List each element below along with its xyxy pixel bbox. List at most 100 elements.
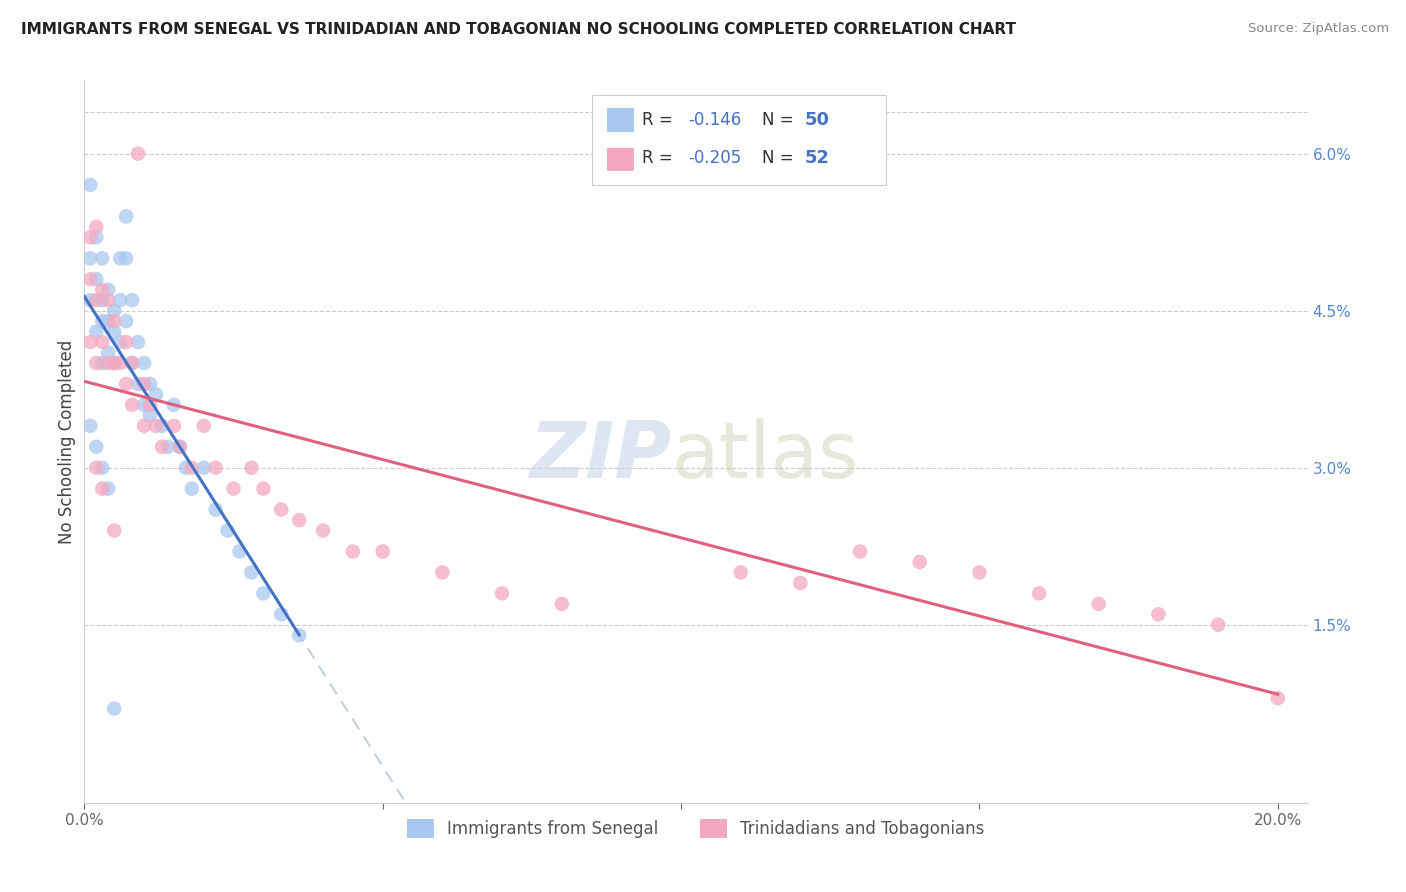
Point — [79, 230, 101, 244]
Point — [139, 398, 162, 412]
Point — [789, 575, 811, 590]
Point — [342, 544, 364, 558]
Point — [84, 272, 107, 286]
Point — [1028, 586, 1050, 600]
Point — [84, 356, 107, 370]
Point — [97, 293, 120, 308]
Point — [139, 409, 162, 423]
Point — [1267, 691, 1289, 706]
Point — [180, 482, 202, 496]
Point — [1087, 597, 1109, 611]
Point — [79, 252, 101, 266]
Point — [103, 325, 125, 339]
Text: IMMIGRANTS FROM SENEGAL VS TRINIDADIAN AND TOBAGONIAN NO SCHOOLING COMPLETED COR: IMMIGRANTS FROM SENEGAL VS TRINIDADIAN A… — [21, 22, 1017, 37]
Point — [270, 607, 292, 622]
Point — [969, 566, 991, 580]
Point — [127, 376, 149, 391]
Text: 50: 50 — [804, 111, 830, 128]
Point — [91, 252, 114, 266]
Point — [79, 418, 101, 433]
Text: ZIP: ZIP — [529, 418, 672, 494]
Point — [193, 460, 215, 475]
Point — [91, 283, 114, 297]
Point — [121, 293, 143, 308]
Point — [79, 272, 101, 286]
Point — [551, 597, 574, 611]
Point — [908, 555, 931, 569]
Point — [103, 701, 125, 715]
Point — [84, 219, 107, 234]
Point — [240, 566, 263, 580]
Text: N =: N = — [762, 111, 799, 128]
Point — [121, 356, 143, 370]
Point — [121, 398, 143, 412]
Point — [145, 418, 167, 433]
Point — [139, 376, 162, 391]
Y-axis label: No Schooling Completed: No Schooling Completed — [58, 340, 76, 543]
Point — [115, 314, 138, 328]
Point — [97, 283, 120, 297]
Point — [169, 440, 191, 454]
Point — [127, 334, 149, 349]
Point — [79, 178, 101, 192]
Point — [103, 356, 125, 370]
Point — [228, 544, 250, 558]
Text: N =: N = — [762, 149, 799, 167]
Point — [204, 502, 226, 516]
Point — [91, 334, 114, 349]
Point — [270, 502, 292, 516]
Point — [163, 398, 186, 412]
Point — [1147, 607, 1170, 622]
Point — [180, 460, 202, 475]
Point — [174, 460, 197, 475]
Point — [217, 524, 239, 538]
Text: R =: R = — [643, 111, 678, 128]
Point — [108, 252, 131, 266]
Point — [132, 418, 155, 433]
Point — [115, 210, 138, 224]
Point — [371, 544, 394, 558]
Point — [150, 418, 173, 433]
Point — [132, 376, 155, 391]
Point — [127, 146, 149, 161]
Point — [156, 440, 179, 454]
Point — [91, 314, 114, 328]
Point — [97, 356, 120, 370]
Point — [103, 524, 125, 538]
Text: -0.205: -0.205 — [689, 149, 742, 167]
Point — [79, 334, 101, 349]
Point — [91, 460, 114, 475]
Point — [84, 293, 107, 308]
Point — [252, 586, 274, 600]
Point — [115, 376, 138, 391]
Point — [91, 293, 114, 308]
Text: R =: R = — [643, 149, 678, 167]
Point — [115, 334, 138, 349]
FancyBboxPatch shape — [606, 108, 634, 132]
Point — [204, 460, 226, 475]
FancyBboxPatch shape — [592, 95, 886, 185]
Text: 52: 52 — [804, 149, 830, 167]
Legend: Immigrants from Senegal, Trinidadians and Tobagonians: Immigrants from Senegal, Trinidadians an… — [401, 813, 991, 845]
Point — [108, 334, 131, 349]
Point — [97, 345, 120, 359]
Point — [132, 398, 155, 412]
Point — [491, 586, 513, 600]
FancyBboxPatch shape — [606, 147, 634, 171]
Text: -0.146: -0.146 — [689, 111, 742, 128]
Point — [1206, 617, 1229, 632]
Point — [252, 482, 274, 496]
Point — [222, 482, 245, 496]
Point — [84, 440, 107, 454]
Point — [108, 356, 131, 370]
Point — [103, 303, 125, 318]
Point — [193, 418, 215, 433]
Point — [79, 293, 101, 308]
Point — [145, 387, 167, 401]
Point — [103, 356, 125, 370]
Point — [115, 252, 138, 266]
Point — [730, 566, 752, 580]
Point — [97, 314, 120, 328]
Point — [312, 524, 335, 538]
Point — [97, 482, 120, 496]
